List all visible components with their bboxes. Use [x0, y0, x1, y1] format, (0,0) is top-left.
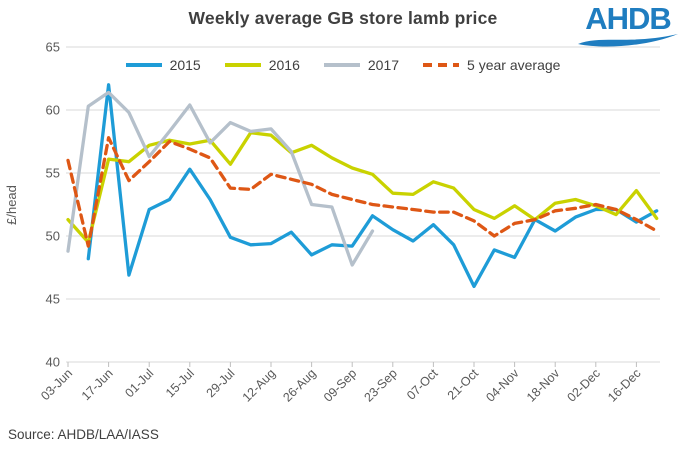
y-gridlines	[66, 46, 660, 363]
legend-label: 5 year average	[467, 57, 561, 73]
y-tick-label: 40	[46, 355, 60, 370]
y-tick-label: 45	[46, 292, 60, 307]
series-5-year-average	[66, 136, 659, 248]
legend-label: 2016	[268, 57, 300, 73]
ahdb-logo-wave-icon	[578, 34, 678, 47]
x-ticks	[67, 362, 637, 367]
series-line	[66, 136, 659, 248]
y-tick-label: 60	[46, 103, 60, 118]
legend-label: 2015	[169, 57, 201, 73]
series-line	[86, 83, 659, 289]
x-tick-label: 01-Jul	[122, 366, 156, 400]
legend-swatch-icon	[323, 63, 360, 67]
y-axis-title: £/head	[4, 185, 19, 225]
ahdb-logo-text: AHDB	[585, 1, 672, 36]
series-2015	[86, 83, 659, 289]
ahdb-logo: AHDB	[576, 3, 680, 48]
legend-swatch-icon	[423, 63, 460, 67]
legend-swatch-icon	[125, 63, 162, 67]
series-2016	[66, 131, 659, 244]
x-tick-label: 21-Oct	[445, 366, 482, 403]
chart-title: Weekly average GB store lamb price	[188, 8, 498, 28]
x-tick-label: 16-Dec	[605, 366, 643, 404]
x-tick-label: 04-Nov	[483, 366, 522, 405]
legend-item-2015: 2015	[125, 57, 201, 73]
y-tick-labels: 65 60 55 50 45 40	[46, 40, 60, 370]
series-line	[66, 90, 375, 267]
x-tick-label: 12-Aug	[240, 366, 278, 404]
legend-item-2017: 2017	[323, 57, 400, 73]
x-tick-label: 02-Dec	[565, 366, 603, 404]
x-tick-label: 17-Jun	[79, 366, 116, 403]
legend-item-5-year-average: 5 year average	[423, 57, 560, 73]
x-tick-label: 07-Oct	[404, 366, 441, 403]
y-tick-label: 50	[46, 229, 60, 244]
legend-item-2016: 2016	[224, 57, 300, 73]
x-tick-labels: 03-Jun 17-Jun 01-Jul 15-Jul 29-Jul 12-Aug 26-A…	[38, 366, 643, 405]
legend-label: 2017	[367, 57, 400, 73]
chart-legend: 2015 2016 2017 5 year average	[0, 57, 686, 73]
series-2017	[66, 90, 375, 267]
source-attribution: Source: AHDB/LAA/IASS	[8, 427, 159, 442]
y-tick-label: 65	[46, 40, 60, 55]
series-line	[66, 131, 659, 244]
x-tick-label: 03-Jun	[38, 366, 75, 403]
x-tick-label: 23-Sep	[362, 366, 400, 404]
legend-swatch-icon	[224, 63, 261, 67]
x-tick-label: 18-Nov	[524, 366, 563, 405]
x-tick-label: 26-Aug	[280, 366, 318, 404]
x-tick-label: 15-Jul	[163, 366, 197, 400]
x-tick-label: 09-Sep	[321, 366, 359, 404]
y-tick-label: 55	[46, 166, 60, 181]
x-tick-label: 29-Jul	[204, 366, 238, 400]
